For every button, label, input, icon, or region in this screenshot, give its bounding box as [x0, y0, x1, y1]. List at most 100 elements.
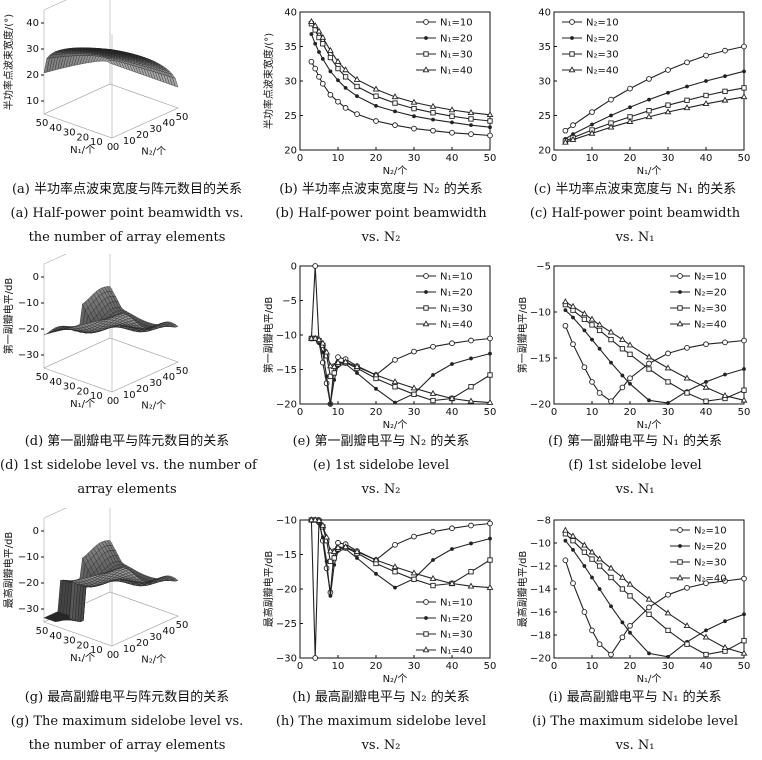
data-point	[563, 308, 568, 313]
data-point	[645, 113, 653, 120]
data-point	[582, 564, 587, 568]
n1-axis-label: N₁/个	[70, 652, 95, 664]
caption-en-1: (i) The maximum sidelobe level	[531, 714, 739, 729]
caption-en-2: vs. N₁	[615, 482, 655, 497]
y-tick-label: −20	[276, 585, 297, 596]
x-tick-label: 0	[551, 153, 557, 164]
data-point	[620, 373, 625, 378]
n2-axis-label: N₂/个	[141, 400, 166, 412]
data-point	[678, 290, 682, 294]
data-point	[740, 649, 748, 656]
data-point	[316, 74, 322, 80]
data-point	[741, 638, 747, 644]
line-chart-h: 0 10 20 30 40 50 −30 −25 −20 −15 −10 N₂/个 最高副瓣电平/dB N…	[254, 508, 508, 686]
data-point	[619, 634, 626, 641]
data-point	[570, 341, 576, 348]
z-tick-label: 30	[26, 44, 39, 55]
data-point	[374, 386, 378, 391]
legend-label: N₁=20	[440, 34, 473, 45]
data-point	[468, 569, 474, 575]
data-point	[722, 88, 728, 95]
caption-en-1: (f) 1st sidelobe level	[568, 458, 702, 473]
data-point	[742, 612, 746, 617]
data-point	[334, 358, 342, 365]
x-tick-label: 0	[297, 407, 303, 418]
data-point	[353, 548, 361, 554]
legend-entry: N₁=20	[416, 288, 473, 299]
data-point	[308, 516, 315, 523]
n2-tick-label: 10	[123, 644, 136, 655]
data-point	[309, 32, 314, 36]
x-axis-label: N₂/个	[383, 673, 408, 685]
caption-zh: (f) 第一副瓣电平与 N₁ 的关系	[548, 434, 722, 449]
data-point	[374, 571, 378, 576]
data-point	[646, 366, 652, 372]
legend-label: N₁=10	[440, 18, 473, 29]
data-point	[411, 391, 417, 397]
data-point	[449, 129, 455, 136]
x-axis-label: N₂/个	[383, 165, 408, 177]
data-point	[373, 118, 379, 124]
data-point	[569, 51, 575, 57]
series	[309, 518, 492, 598]
x-tick-label: 20	[370, 407, 383, 418]
caption-en-2: vs. N₁	[615, 230, 655, 245]
series	[562, 85, 747, 144]
data-point	[323, 533, 330, 540]
data-point	[411, 125, 417, 132]
surface-chart-g: −30 −20 −10 0 最高副瓣电平/dB 0 10 20 30 40 50 N₁/个 0 10 20 3…	[0, 487, 254, 686]
legend-entry: N₁=20	[416, 614, 473, 625]
data-point	[596, 390, 603, 396]
data-point	[392, 356, 398, 363]
surface-patch	[172, 578, 179, 582]
data-point	[410, 98, 418, 105]
data-point	[723, 619, 727, 624]
legend-label: N₁=40	[440, 646, 473, 657]
data-point	[589, 322, 595, 328]
data-point	[334, 543, 342, 550]
data-point	[703, 580, 709, 587]
legend-label: N₂=10	[694, 526, 727, 537]
legend-label: N₁=20	[440, 614, 473, 625]
z-axis-label: 最高副瓣电平/dB	[2, 532, 15, 609]
legend-label: N₂=30	[694, 304, 727, 315]
data-point	[665, 627, 671, 634]
y-tick-label: −5	[282, 296, 297, 307]
data-point	[430, 110, 436, 116]
data-point	[430, 397, 436, 404]
y-tick-label: 20	[538, 146, 551, 157]
line-plot-i: 0 10 20 30 40 50 −20 −18 −16 −14 −12 −10 −8 N₁/个 最高副瓣电…	[516, 516, 750, 686]
legend-label: N₂=30	[586, 50, 619, 61]
data-point	[335, 65, 341, 72]
series	[309, 336, 492, 406]
legend-label: N₂=10	[586, 18, 619, 29]
y-tick-label: 35	[538, 42, 551, 53]
x-tick-label: 10	[332, 407, 345, 418]
series	[309, 32, 492, 130]
line-chart-b: 0 10 20 30 40 50 20 25 30 35 40 N₂/个 半功率点波束宽度/(°) N₁=…	[254, 0, 508, 178]
data-point	[328, 402, 333, 406]
y-tick-label: 0	[291, 262, 297, 273]
z-tick-label: −10	[18, 298, 39, 309]
n1-tick-label: 50	[36, 118, 49, 129]
data-point	[723, 372, 727, 377]
data-point	[619, 573, 626, 580]
legend-label: N₂=40	[694, 574, 727, 585]
data-point	[411, 348, 417, 355]
data-point	[703, 52, 709, 59]
x-tick-label: 40	[446, 153, 459, 164]
data-point	[429, 102, 437, 109]
legend-label: N₁=30	[440, 630, 473, 641]
data-point	[342, 358, 349, 365]
data-point	[665, 591, 671, 598]
data-point	[721, 96, 729, 103]
data-point	[684, 59, 690, 66]
data-point	[450, 547, 454, 551]
data-point	[450, 362, 454, 366]
legend-label: N₁=30	[440, 50, 473, 61]
data-point	[609, 360, 613, 365]
data-point	[721, 643, 729, 650]
data-point	[488, 351, 492, 356]
data-point	[327, 54, 334, 61]
